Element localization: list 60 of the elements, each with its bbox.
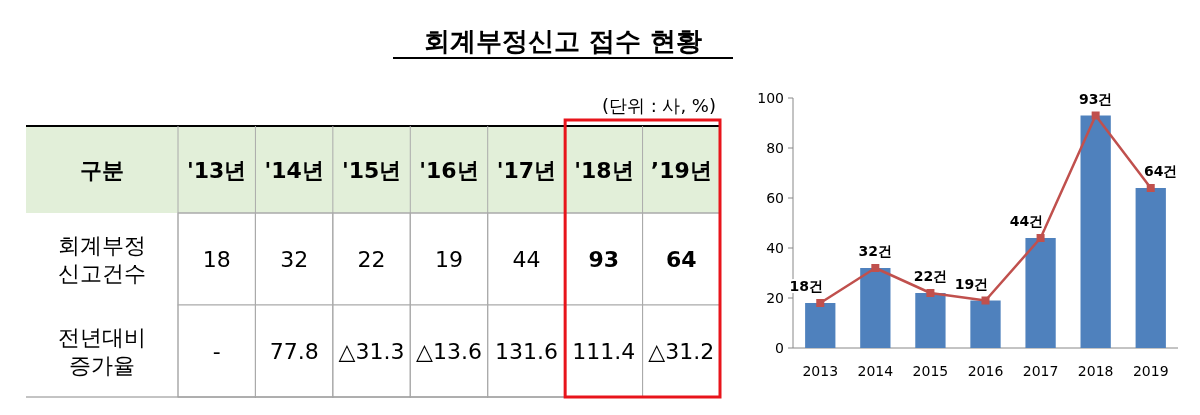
- data-label: 44건: [1009, 213, 1044, 229]
- data-label: 93건: [1078, 90, 1113, 107]
- y-tick-label: 회계부정 신고건수: [58, 233, 146, 286]
- x-tick-label: 2017: [1022, 363, 1059, 379]
- data-label: 18건: [789, 278, 824, 294]
- point: [926, 289, 935, 297]
- x-tick-label: '14년: [264, 157, 324, 183]
- data-label: 19: [435, 247, 463, 272]
- x-tick-label: 2015: [912, 363, 949, 379]
- point: [1091, 111, 1100, 120]
- data-label: △31.2: [648, 339, 715, 364]
- y-tick-label: 0: [775, 340, 784, 356]
- x-tick-label: '17년: [496, 157, 557, 183]
- bar: [1080, 115, 1111, 348]
- y-tick-label: 80: [766, 140, 784, 156]
- x-tick-label: 2013: [802, 363, 839, 379]
- x-tick-label: 2014: [857, 363, 894, 379]
- bar: [915, 293, 946, 348]
- y-tick-label: 100: [757, 90, 784, 106]
- point: [871, 264, 880, 272]
- data-label: 22: [357, 247, 386, 272]
- x-tick-label: ’19년: [650, 157, 712, 183]
- data-label: △31.3: [338, 339, 405, 364]
- bar: [1025, 238, 1056, 348]
- y-tick-label: 전년대비 증가율: [58, 325, 146, 378]
- x-tick-label: '18년: [574, 157, 634, 183]
- x-tick-label: 2019: [1132, 363, 1169, 379]
- data-label: 64건: [1143, 163, 1178, 179]
- x-tick-label: '15년: [341, 157, 402, 183]
- bar: [805, 303, 836, 348]
- data-label: 22건: [913, 268, 948, 284]
- data-label: 32: [280, 247, 309, 272]
- data-label: 64: [665, 247, 697, 272]
- text: 구분: [80, 157, 124, 183]
- y-tick-label: 20: [766, 290, 784, 306]
- data-label: 32건: [858, 243, 893, 259]
- chart-subtitle: (단위 : 사, %): [601, 95, 716, 116]
- point: [1036, 234, 1045, 242]
- data-label: △13.6: [416, 339, 482, 364]
- data-label: 77.8: [269, 339, 319, 364]
- text: -: [212, 339, 221, 364]
- data-label: 19건: [954, 275, 989, 292]
- point: [1146, 184, 1155, 192]
- y-tick-label: 60: [766, 190, 784, 206]
- bar: [1135, 188, 1166, 348]
- data-label: 111.4: [572, 339, 636, 364]
- data-label: 131.6: [494, 339, 558, 364]
- chart-title: 회계부정신고 접수 현황: [423, 26, 703, 56]
- bar: [860, 268, 891, 348]
- data-label: 18: [202, 247, 231, 272]
- x-tick-label: 2018: [1077, 363, 1114, 379]
- x-tick-label: '13년: [187, 157, 247, 183]
- data-label: 44: [512, 247, 541, 272]
- point: [816, 299, 825, 307]
- point: [981, 296, 990, 305]
- x-tick-label: 2016: [967, 363, 1004, 379]
- x-tick-label: '16년: [419, 157, 479, 183]
- bar: [970, 300, 1001, 348]
- data-label: 93: [588, 247, 620, 272]
- y-tick-label: 40: [766, 240, 784, 256]
